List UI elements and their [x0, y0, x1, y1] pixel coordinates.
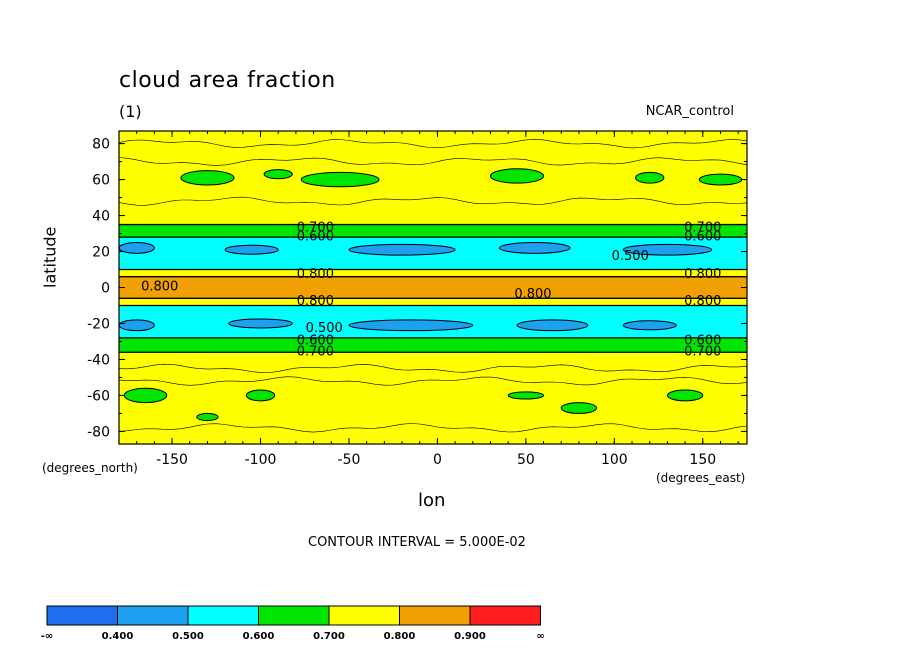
contour-band	[119, 352, 747, 444]
y-tick-label: -20	[87, 316, 110, 332]
contour-patch	[263, 169, 293, 180]
contour-patch	[635, 171, 665, 184]
contour-patch	[498, 242, 571, 254]
contour-patch	[622, 243, 713, 256]
colorbar-label: 0.400	[102, 631, 134, 642]
chart-title: cloud area fraction	[119, 68, 336, 93]
colorbar-label: ∞	[536, 631, 544, 642]
x-tick-label: -150	[156, 452, 188, 468]
contour-label: 0.800	[297, 267, 334, 282]
contour-patch	[224, 244, 279, 255]
contour-label: 0.800	[297, 294, 334, 309]
contour-label: 0.800	[141, 280, 178, 295]
contour-patch	[300, 171, 380, 188]
contour-patch	[245, 389, 276, 402]
contour-label: 0.600	[297, 334, 334, 349]
contour-line	[118, 376, 748, 386]
contour-band	[119, 276, 747, 299]
x-tick-label: -50	[338, 452, 361, 468]
contour-label: 0.700	[684, 344, 721, 359]
contour-patch	[348, 319, 474, 332]
contour-line	[118, 423, 748, 433]
contour-patch	[196, 412, 219, 422]
contour-label: 0.600	[684, 229, 721, 244]
contour-patch	[489, 168, 545, 184]
contour-label: 0.800	[684, 267, 721, 282]
y-axis-label: latitude	[40, 226, 60, 288]
chart-subtitle: (1)	[119, 102, 142, 121]
x-tick-label: 50	[517, 452, 535, 468]
colorbar-swatch	[117, 605, 189, 626]
contour-band	[119, 337, 747, 353]
colorbar-swatch	[469, 605, 541, 626]
colorbar-swatch	[328, 605, 400, 626]
contour-line	[118, 363, 748, 373]
contour-patch	[622, 320, 677, 331]
y-tick-label: 0	[101, 281, 110, 297]
contour-patch	[123, 387, 168, 404]
contour-band	[119, 298, 747, 306]
x-axis-units: (degrees_east)	[656, 471, 746, 485]
contour-line	[118, 157, 748, 166]
colorbar-label: 0.500	[172, 631, 204, 642]
dataset-label: NCAR_control	[645, 104, 734, 119]
y-tick-label: 60	[92, 173, 110, 189]
contour-label: 0.700	[684, 220, 721, 235]
contour-label: 0.700	[297, 344, 334, 359]
contour-patch	[118, 319, 155, 332]
y-tick-label: -80	[87, 424, 110, 440]
contour-patch	[348, 243, 456, 256]
colorbar-swatch	[399, 605, 471, 626]
contour-line	[118, 196, 748, 206]
x-axis-label: lon	[418, 490, 446, 511]
contour-patch	[666, 389, 704, 402]
y-tick-label: -40	[87, 352, 110, 368]
contour-patch	[180, 170, 235, 186]
y-axis-units: (degrees_north)	[42, 461, 138, 475]
contour-label: 0.600	[684, 334, 721, 349]
contour-band	[119, 269, 747, 277]
contour-patch	[698, 173, 743, 186]
x-tick-label: -100	[245, 452, 277, 468]
contour-band	[119, 224, 747, 238]
colorbar-label: 0.800	[384, 631, 416, 642]
x-tick-label: 150	[689, 452, 716, 468]
x-tick-label: 0	[433, 452, 442, 468]
contour-patch	[560, 402, 598, 414]
contour-patch	[507, 391, 545, 400]
y-tick-label: 40	[92, 209, 110, 225]
colorbar-swatch	[187, 605, 259, 626]
contour-patch	[516, 319, 589, 332]
colorbar-label: 0.600	[243, 631, 275, 642]
colorbar-label: -∞	[41, 631, 53, 642]
x-tick-label: 100	[601, 452, 628, 468]
contour-label: 0.500	[306, 321, 343, 336]
colorbar-swatch	[46, 605, 118, 626]
colorbar-label: 0.700	[313, 631, 345, 642]
contour-line	[118, 138, 748, 149]
colorbar-swatch	[258, 605, 330, 626]
contour-interval-note: CONTOUR INTERVAL = 5.000E-02	[308, 535, 526, 550]
contour-label: 0.500	[612, 249, 649, 264]
y-tick-label: 20	[92, 245, 110, 261]
colorbar-label: 0.900	[454, 631, 486, 642]
contour-label: 0.600	[297, 229, 334, 244]
y-tick-label: -60	[87, 388, 110, 404]
contour-label: 0.700	[297, 220, 334, 235]
contour-patch	[228, 318, 293, 329]
contour-label: 0.800	[684, 294, 721, 309]
y-tick-label: 80	[92, 137, 110, 153]
contour-label: 0.800	[514, 287, 551, 302]
